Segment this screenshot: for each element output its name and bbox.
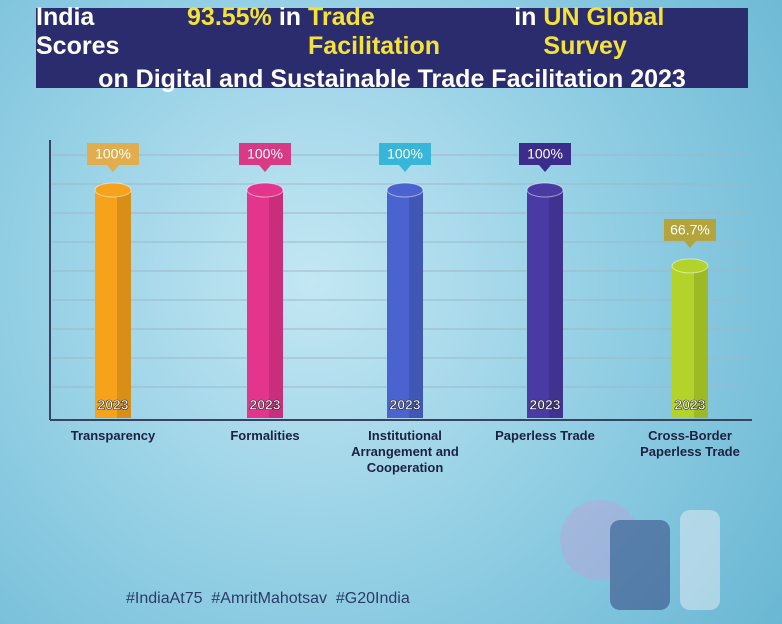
bar-year: 2023 xyxy=(529,397,560,413)
value-label: 100% xyxy=(95,146,131,162)
bar-shade xyxy=(549,190,563,418)
bar-top xyxy=(247,183,283,197)
value-label-pointer xyxy=(539,165,551,172)
bar-shade xyxy=(409,190,423,418)
bar xyxy=(247,183,283,418)
category-label: Transparency xyxy=(53,428,173,444)
bar-year: 2023 xyxy=(97,397,128,413)
value-label: 100% xyxy=(247,146,283,162)
bar xyxy=(387,183,423,418)
bar-top xyxy=(672,259,708,273)
page: India Scores93.55%inTrade Facilitationin… xyxy=(0,0,782,624)
value-label-pointer xyxy=(259,165,271,172)
value-label: 100% xyxy=(387,146,423,162)
hashtags: #IndiaAt75 #AmritMahotsav #G20India xyxy=(126,590,410,608)
value-label-pointer xyxy=(107,165,119,172)
category-label: Cross-Border Paperless Trade xyxy=(630,428,750,460)
bar xyxy=(672,259,708,418)
decoration xyxy=(560,500,720,610)
bar xyxy=(95,183,131,418)
category-label: Formalities xyxy=(205,428,325,444)
bar-year: 2023 xyxy=(389,397,420,413)
value-label-pointer xyxy=(399,165,411,172)
chart: 2023 100% 2023 100% 2023 100% 2023 100% 2023 66.7… xyxy=(0,0,782,624)
bar-top xyxy=(387,183,423,197)
bar-shade xyxy=(117,190,131,418)
bar-shade xyxy=(269,190,283,418)
category-label: Institutional Arrangement and Cooperatio… xyxy=(345,428,465,476)
bar-year: 2023 xyxy=(249,397,280,413)
value-label-pointer xyxy=(684,241,696,248)
bar-top xyxy=(527,183,563,197)
bar-year: 2023 xyxy=(674,397,705,413)
bar-shade xyxy=(694,266,708,418)
category-label: Paperless Trade xyxy=(485,428,605,444)
bar xyxy=(527,183,563,418)
bar-top xyxy=(95,183,131,197)
value-label: 100% xyxy=(527,146,563,162)
value-label: 66.7% xyxy=(670,222,710,238)
